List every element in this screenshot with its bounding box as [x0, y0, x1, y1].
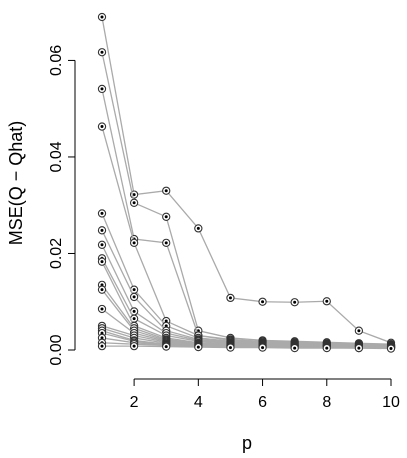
series-5	[97, 209, 396, 350]
data-point	[129, 238, 139, 248]
series-line	[101, 16, 392, 344]
data-point	[162, 342, 171, 351]
data-point	[97, 304, 107, 314]
data-point	[322, 343, 331, 353]
x-tick-label: 4	[194, 394, 203, 411]
x-tick-label: 6	[258, 394, 267, 411]
y-tick-label: 0.04	[48, 141, 65, 172]
data-point	[97, 257, 107, 266]
data-point	[354, 343, 364, 353]
data-point	[162, 186, 171, 195]
data-point	[194, 224, 203, 233]
y-tick-label: 0.06	[48, 45, 65, 76]
series-2	[97, 48, 396, 349]
x-axis-title: p	[242, 433, 252, 453]
series-line	[102, 345, 392, 350]
series-line	[101, 126, 392, 346]
data-point	[97, 12, 107, 22]
data-point	[290, 298, 299, 307]
data-point	[386, 344, 396, 353]
axes-layer: 0.00 0.02 0.04 0.06 2 4 6 8 10	[48, 45, 400, 411]
series-line	[101, 88, 392, 346]
y-tick-label: 0.00	[48, 334, 65, 365]
data-point	[258, 343, 267, 352]
series-line	[101, 230, 392, 347]
x-axis: 2 4 6 8 10	[130, 378, 400, 411]
x-tick-label: 8	[322, 394, 331, 411]
data-point	[97, 209, 107, 218]
series-1	[97, 12, 396, 347]
data-point	[97, 285, 107, 294]
data-point	[129, 292, 139, 302]
series-layer	[97, 12, 396, 353]
data-point	[226, 343, 235, 352]
data-point	[162, 212, 171, 221]
data-point	[322, 297, 331, 306]
data-point	[194, 342, 203, 352]
data-point	[290, 343, 299, 353]
data-point	[129, 198, 139, 207]
series-line	[101, 52, 392, 345]
data-point	[97, 84, 107, 94]
series-19	[97, 341, 396, 353]
series-4	[97, 122, 396, 350]
series-3	[97, 84, 396, 349]
data-point	[162, 238, 171, 248]
data-point	[97, 48, 107, 57]
data-point	[226, 293, 235, 303]
y-tick-label: 0.02	[48, 238, 65, 269]
series-line	[101, 213, 392, 346]
data-point	[354, 326, 364, 335]
data-point	[258, 297, 267, 306]
data-point	[97, 226, 107, 235]
data-point	[97, 240, 107, 249]
x-tick-label: 2	[130, 394, 139, 411]
data-point	[97, 341, 107, 351]
data-point	[97, 122, 107, 131]
y-axis-title: MSE(Q − Qhat)	[6, 121, 26, 246]
data-point	[129, 341, 139, 351]
x-tick-label: 10	[382, 394, 400, 411]
y-axis: 0.00 0.02 0.04 0.06	[48, 45, 76, 366]
